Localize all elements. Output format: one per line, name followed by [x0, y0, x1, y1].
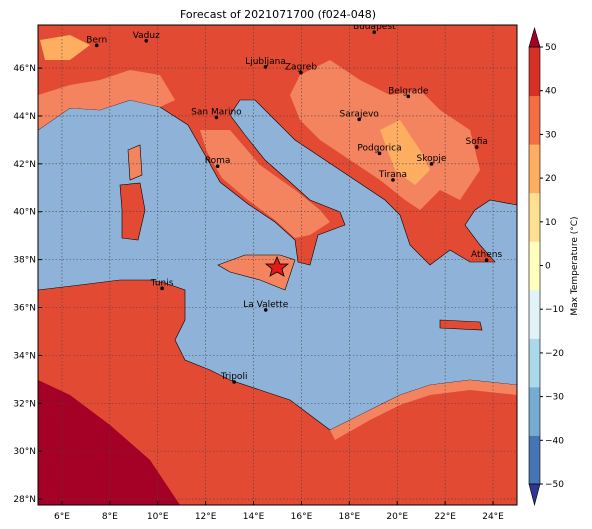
city-dot — [474, 145, 479, 149]
hot-zone — [38, 380, 180, 505]
city-dot — [215, 164, 220, 169]
colorbar-extend-low — [528, 483, 541, 507]
y-tick-label: 34°N — [13, 351, 36, 361]
city-dot — [263, 308, 268, 312]
map-area — [38, 25, 517, 505]
y-tick-label: 42°N — [13, 160, 36, 170]
colorbar-tick-label: 30 — [545, 130, 557, 140]
y-tick-label: 28°N — [13, 495, 36, 505]
city-dot — [429, 162, 434, 166]
colorbar-tick-label: 50 — [545, 43, 557, 53]
y-tick-label: 40°N — [13, 208, 36, 218]
colorbar-tick-label: 0 — [545, 262, 551, 272]
x-tick-label: 10°E — [147, 512, 169, 522]
colorbar-tick-label: −30 — [545, 393, 564, 403]
x-tick-label: 6°E — [54, 512, 70, 522]
city-label: La Valette — [243, 300, 288, 310]
colorbar-tick-label: 20 — [545, 174, 557, 184]
city-dot — [214, 115, 219, 120]
city-dot — [484, 258, 489, 262]
colorbar-tick-label: −50 — [545, 480, 564, 490]
city-label: Roma — [205, 156, 231, 166]
city-dot — [406, 94, 411, 99]
city-label: Budapest — [353, 22, 396, 32]
city-label: Ljubljana — [245, 57, 286, 67]
colorbar-tick-label: 40 — [545, 87, 557, 97]
y-tick-label: 44°N — [13, 112, 36, 122]
city-label: Zagreb — [285, 63, 317, 73]
colorbar-band — [529, 192, 540, 242]
y-tick-label: 38°N — [13, 256, 36, 266]
colorbar-label: Max Temperature (°C) — [570, 216, 580, 315]
city-dot — [160, 286, 164, 291]
x-tick-label: 24°E — [482, 512, 504, 522]
colorbar-band — [529, 289, 540, 339]
colorbar-tick-label: −10 — [545, 305, 564, 315]
x-tick-label: 12°E — [195, 512, 217, 522]
x-tick-label: 22°E — [434, 512, 456, 522]
city-dot — [232, 380, 236, 384]
city-label: Bern — [86, 35, 107, 45]
city-dot — [299, 70, 303, 75]
colorbar-band — [529, 435, 540, 485]
city-label: Belgrade — [388, 86, 429, 96]
colorbar-tick-label: −20 — [545, 349, 564, 359]
land-corsica — [127, 144, 143, 181]
city-label: Sofia — [466, 137, 488, 147]
forecast-point-star — [264, 255, 290, 277]
city-label: San Marino — [191, 107, 242, 117]
city-dot — [391, 178, 395, 182]
x-tick-label: 18°E — [339, 512, 361, 522]
warm-zone — [38, 70, 175, 130]
x-tick-label: 20°E — [386, 512, 408, 522]
city-dot — [372, 30, 377, 34]
city-dot — [263, 65, 268, 69]
map-frame — [37, 24, 518, 506]
colorbar-band — [529, 386, 540, 436]
colorbar-band — [529, 95, 540, 145]
city-label: Sarajevo — [340, 109, 380, 119]
y-tick-label: 46°N — [13, 64, 36, 74]
warm-zone — [200, 130, 330, 238]
city-label: Tripoli — [220, 372, 248, 382]
city-dot — [377, 151, 382, 156]
city-label: Podgorica — [357, 143, 401, 153]
mild-zone — [40, 35, 90, 60]
y-tick-label: 32°N — [13, 399, 36, 409]
colorbar-band — [529, 144, 540, 194]
map-title: Forecast of 2021071700 (f024-048) — [180, 8, 376, 21]
city-label: Vaduz — [133, 31, 160, 41]
x-tick-label: 16°E — [291, 512, 313, 522]
colorbar-band — [529, 241, 540, 291]
city-dot — [94, 43, 99, 48]
colorbar-band — [529, 47, 540, 97]
warm-zone — [330, 380, 517, 440]
y-tick-label: 36°N — [13, 303, 36, 313]
city-label: Tunis — [150, 278, 174, 288]
x-tick-label: 8°E — [102, 512, 118, 522]
city-label: Tirana — [378, 170, 407, 180]
land-crete — [439, 319, 483, 331]
mild-zone — [380, 120, 430, 185]
city-dot — [144, 39, 149, 43]
city-label: Skopje — [417, 154, 447, 164]
city-dot — [357, 117, 361, 122]
colorbar-tick-label: 10 — [545, 218, 557, 228]
city-label: Athens — [471, 250, 502, 260]
colorbar-extend-high — [528, 26, 541, 48]
y-tick-label: 30°N — [13, 447, 36, 457]
colorbar-band — [529, 338, 540, 388]
colorbar-tick-label: −40 — [545, 436, 564, 446]
x-tick-label: 14°E — [243, 512, 265, 522]
